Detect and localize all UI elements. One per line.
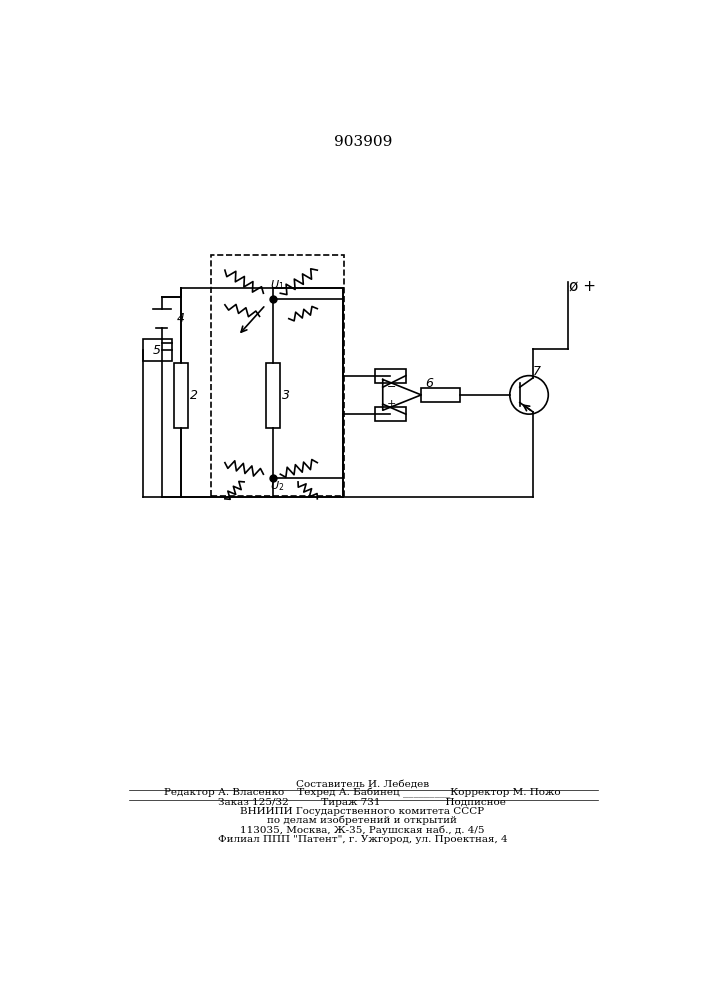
Text: ø +: ø +	[569, 278, 596, 293]
Text: 7: 7	[533, 365, 541, 378]
Text: 4: 4	[177, 312, 185, 325]
Text: по делам изобретений и открытий: по делам изобретений и открытий	[267, 816, 457, 825]
Text: 2: 2	[190, 389, 198, 402]
Text: 3: 3	[282, 389, 290, 402]
Text: 113035, Москва, Ж-35, Раушская наб., д. 4/5: 113035, Москва, Ж-35, Раушская наб., д. …	[240, 825, 484, 835]
Text: Заказ 125/32          Тираж 731                    Подписное: Заказ 125/32 Тираж 731 Подписное	[218, 798, 506, 807]
Bar	[375, 407, 406, 421]
Text: −: −	[387, 382, 396, 392]
Text: $U_2$: $U_2$	[269, 479, 284, 493]
Text: Филиал ППП "Патент", г. Ужгород, ул. Проектная, 4: Филиал ППП "Патент", г. Ужгород, ул. Про…	[218, 835, 507, 844]
Text: 903909: 903909	[334, 135, 392, 149]
Bar	[375, 369, 406, 383]
Text: 6: 6	[425, 377, 433, 390]
Bar	[174, 363, 188, 428]
Text: $U_1$: $U_1$	[269, 279, 284, 292]
Text: Составитель И. Лебедев: Составитель И. Лебедев	[296, 779, 429, 788]
Bar	[181, 288, 343, 497]
Bar	[266, 363, 279, 428]
Text: +: +	[387, 399, 396, 409]
Text: Редактор А. Власенко    Техред А. Бабинец _________Корректор М. Пожо: Редактор А. Власенко Техред А. Бабинец _…	[164, 788, 561, 798]
Text: 5: 5	[153, 344, 161, 357]
Bar	[143, 339, 172, 361]
Bar	[211, 255, 344, 496]
Text: ВНИИПИ Государственного комитета СССР: ВНИИПИ Государственного комитета СССР	[240, 807, 484, 816]
Bar	[421, 388, 460, 402]
